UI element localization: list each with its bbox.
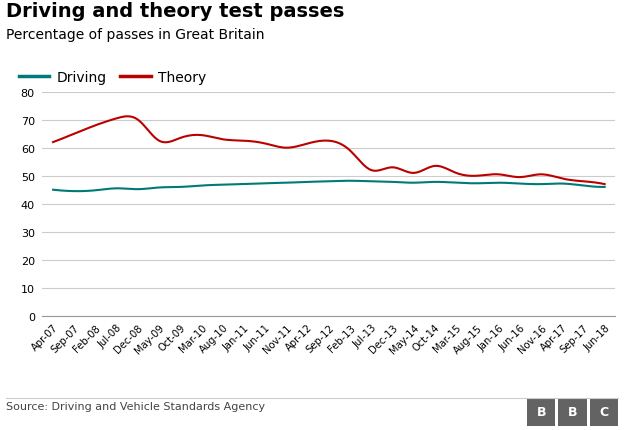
Legend: Driving, Theory: Driving, Theory bbox=[13, 65, 212, 90]
Text: Percentage of passes in Great Britain: Percentage of passes in Great Britain bbox=[6, 28, 265, 42]
Text: Driving and theory test passes: Driving and theory test passes bbox=[6, 2, 344, 21]
Text: C: C bbox=[599, 405, 608, 418]
Text: Source: Driving and Vehicle Standards Agency: Source: Driving and Vehicle Standards Ag… bbox=[6, 401, 265, 411]
Text: B: B bbox=[537, 405, 546, 418]
Text: B: B bbox=[568, 405, 577, 418]
